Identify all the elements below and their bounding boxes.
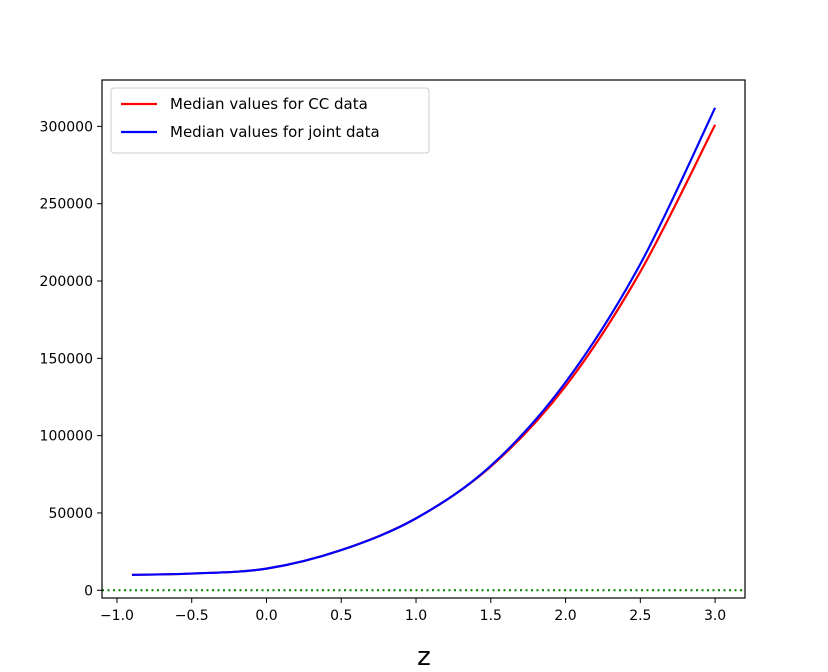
x-tick-label: 2.5 bbox=[629, 608, 651, 624]
x-tick-label: 2.0 bbox=[554, 608, 576, 624]
x-axis-label: z bbox=[417, 642, 431, 672]
y-tick-label: 200000 bbox=[40, 274, 93, 290]
x-tick-label: −1.0 bbox=[100, 608, 134, 624]
x-tick-label: −0.5 bbox=[175, 608, 209, 624]
x-tick-label: 0.0 bbox=[255, 608, 277, 624]
legend-label: Median values for CC data bbox=[170, 95, 368, 113]
x-tick-label: 1.0 bbox=[405, 608, 427, 624]
series-line-joint-data bbox=[131, 107, 717, 576]
y-axis: 0 50000 100000 150000 200000 250000 300000 bbox=[40, 119, 102, 599]
legend-label: Median values for joint data bbox=[170, 123, 380, 141]
x-tick-label: 0.5 bbox=[330, 608, 352, 624]
x-tick-label: 1.5 bbox=[480, 608, 502, 624]
x-tick-label: 3.0 bbox=[704, 608, 726, 624]
legend: Median values for CC data Median values f… bbox=[110, 87, 430, 154]
series-line-cc-data bbox=[131, 124, 717, 576]
y-tick-label: 50000 bbox=[48, 506, 93, 522]
legend-box bbox=[110, 87, 430, 154]
y-tick-label: 100000 bbox=[40, 429, 93, 445]
plot-area-frame bbox=[101, 79, 746, 599]
y-tick-label: 300000 bbox=[40, 119, 93, 135]
x-axis: −1.0 −0.5 0.0 0.5 1.0 1.5 2.0 2.5 3.0 bbox=[100, 598, 726, 624]
y-tick-label: 0 bbox=[84, 583, 93, 599]
y-tick-label: 150000 bbox=[40, 351, 93, 367]
y-tick-label: 250000 bbox=[40, 197, 93, 213]
